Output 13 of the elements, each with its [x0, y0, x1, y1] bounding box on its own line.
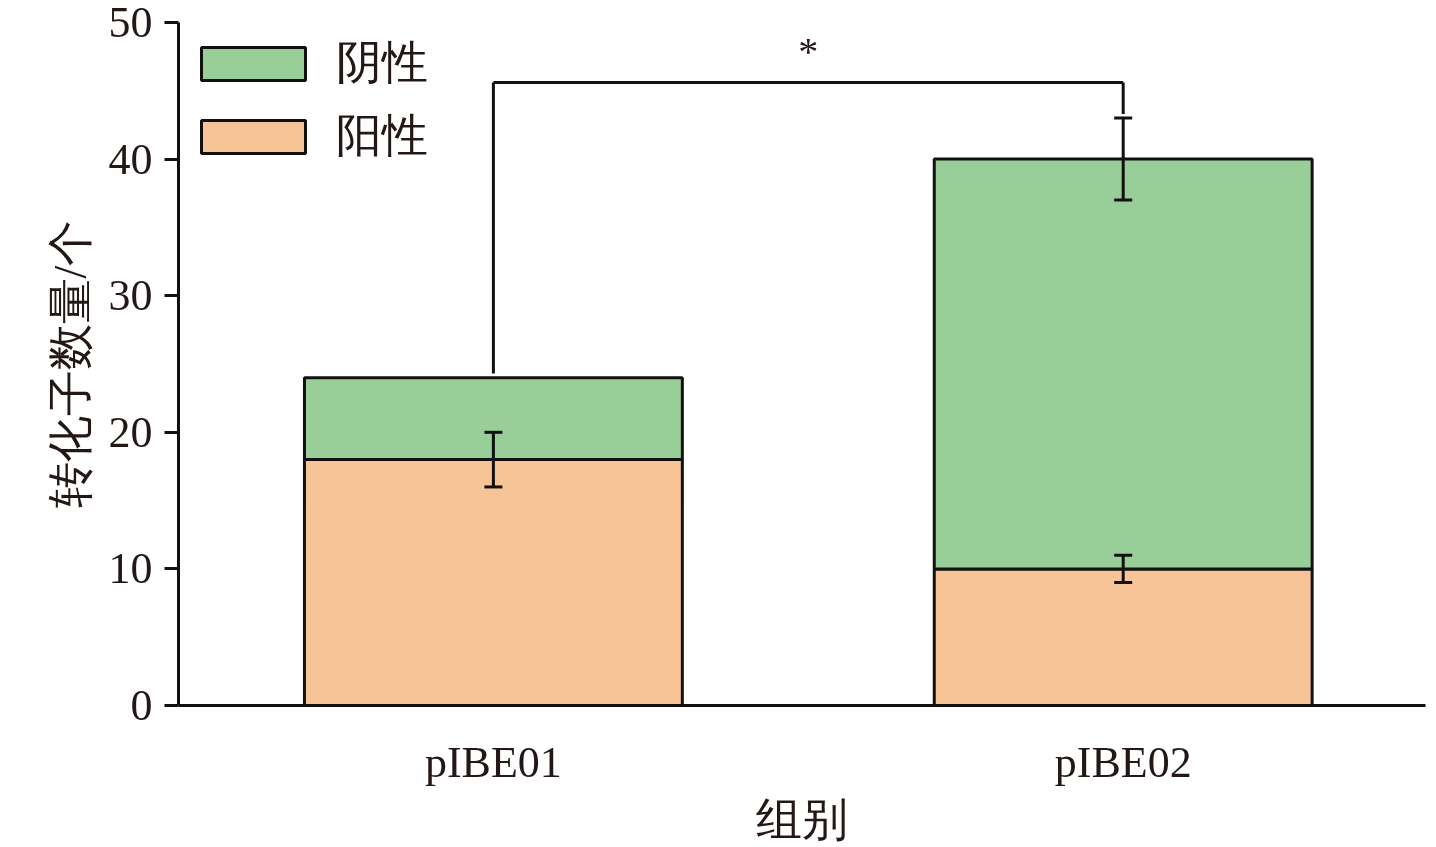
y-tick-label: 0	[130, 681, 153, 730]
legend-label: 阴性	[336, 36, 428, 90]
legend-label: 阳性	[336, 109, 428, 163]
y-axis-title: 转化子数量/个	[44, 219, 96, 509]
y-tick-label: 10	[108, 544, 153, 594]
y-tick-label: 50	[108, 0, 153, 47]
x-axis-title: 组别	[756, 793, 848, 845]
x-tick-label: pIBE01	[424, 737, 562, 787]
y-tick-label: 20	[108, 407, 153, 457]
y-tick-label: 40	[108, 134, 153, 184]
y-tick-label: 30	[108, 271, 153, 321]
x-tick-label: pIBE02	[1054, 737, 1192, 787]
annotation: *	[798, 29, 819, 75]
